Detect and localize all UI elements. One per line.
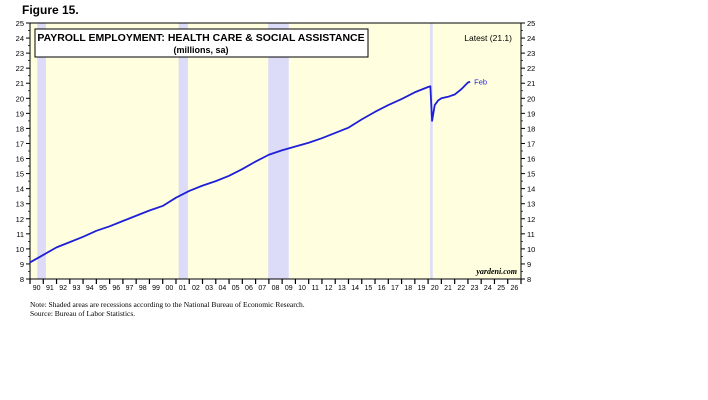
y-tick-label-right: 11 — [527, 230, 535, 239]
x-tick-label: 90 — [33, 285, 41, 292]
recession-band — [430, 23, 433, 279]
x-tick-label: 16 — [378, 285, 386, 292]
y-tick-label-right: 22 — [527, 64, 535, 73]
note-text: Note: Shaded areas are recessions accord… — [30, 300, 305, 309]
y-tick-label-right: 16 — [527, 155, 535, 164]
y-tick-label-right: 17 — [527, 139, 535, 148]
y-tick-label-right: 23 — [527, 49, 535, 58]
y-tick-label-right: 14 — [527, 185, 535, 194]
x-tick-label: 14 — [351, 285, 359, 292]
y-tick-label-left: 10 — [16, 245, 24, 254]
x-tick-label: 00 — [165, 285, 173, 292]
y-tick-label-right: 12 — [527, 215, 535, 224]
x-tick-label: 98 — [139, 285, 147, 292]
y-tick-label-left: 17 — [16, 139, 24, 148]
x-tick-label: 17 — [391, 285, 399, 292]
x-tick-label: 09 — [285, 285, 293, 292]
y-tick-label-left: 21 — [16, 79, 24, 88]
figure-label: Figure 15. — [22, 3, 79, 17]
x-tick-label: 25 — [497, 285, 505, 292]
series-layer: Feb — [29, 78, 487, 264]
recession-band — [178, 23, 188, 279]
x-tick-label: 19 — [418, 285, 426, 292]
y-tick-label-left: 16 — [16, 155, 24, 164]
x-tick-label: 24 — [484, 285, 492, 292]
x-tick-label: 12 — [325, 285, 333, 292]
x-tick-label: 07 — [258, 285, 266, 292]
x-tick-label: 94 — [86, 285, 94, 292]
y-tick-label-right: 24 — [527, 34, 535, 43]
y-tick-label-left: 14 — [16, 185, 24, 194]
series-line — [29, 80, 471, 264]
latest-label: Latest (21.1) — [464, 33, 512, 43]
x-tick-label: 04 — [219, 285, 227, 292]
y-tick-label-right: 25 — [527, 19, 535, 28]
x-tick-label: 23 — [471, 285, 479, 292]
y-tick-label-right: 20 — [527, 94, 535, 103]
x-tick-label: 93 — [73, 285, 81, 292]
y-tick-label-left: 23 — [16, 49, 24, 58]
chart-title: PAYROLL EMPLOYMENT: HEALTH CARE & SOCIAL… — [37, 32, 364, 44]
y-tick-label-right: 21 — [527, 79, 535, 88]
x-tick-label: 01 — [179, 285, 187, 292]
y-tick-label-left: 11 — [16, 230, 24, 239]
y-tick-label-left: 22 — [16, 64, 24, 73]
y-tick-label-right: 15 — [527, 170, 535, 179]
x-tick-label: 96 — [112, 285, 120, 292]
x-tick-label: 13 — [338, 285, 346, 292]
x-tick-label: 91 — [46, 285, 54, 292]
y-tick-label-left: 25 — [16, 19, 24, 28]
source-text: Source: Bureau of Labor Statistics. — [30, 309, 136, 318]
y-tick-label-right: 18 — [527, 124, 535, 133]
x-tick-label: 22 — [457, 285, 465, 292]
x-tick-label: 10 — [298, 285, 306, 292]
chart-subtitle: (millions, sa) — [173, 45, 228, 55]
y-tick-label-left: 15 — [16, 170, 24, 179]
recession-band — [37, 23, 46, 279]
x-tick-label: 21 — [444, 285, 452, 292]
y-tick-label-left: 20 — [16, 94, 24, 103]
y-tick-label-right: 8 — [527, 275, 531, 284]
series-end-label: Feb — [474, 78, 487, 87]
x-tick-label: 26 — [510, 285, 518, 292]
y-tick-label-left: 24 — [16, 34, 24, 43]
y-tick-label-right: 13 — [527, 200, 535, 209]
y-tick-label-left: 9 — [20, 260, 24, 269]
y-tick-label-right: 10 — [527, 245, 535, 254]
y-tick-label-left: 12 — [16, 215, 24, 224]
x-tick-label: 06 — [245, 285, 253, 292]
y-tick-label-right: 19 — [527, 109, 535, 118]
y-tick-label-left: 13 — [16, 200, 24, 209]
y-tick-label-right: 9 — [527, 260, 531, 269]
x-tick-label: 20 — [431, 285, 439, 292]
x-tick-label: 03 — [205, 285, 213, 292]
x-tick-label: 02 — [192, 285, 200, 292]
x-tick-label: 08 — [272, 285, 280, 292]
x-tick-label: 11 — [312, 285, 319, 292]
x-tick-label: 97 — [126, 285, 134, 292]
x-tick-label: 05 — [232, 285, 240, 292]
x-tick-label: 18 — [404, 285, 412, 292]
title-box — [34, 28, 369, 58]
x-tick-label: 15 — [364, 285, 372, 292]
x-tick-label: 99 — [152, 285, 160, 292]
x-tick-label: 92 — [59, 285, 67, 292]
y-tick-label-left: 18 — [16, 124, 24, 133]
plot-frame — [29, 22, 522, 280]
watermark: yardeni.com — [475, 267, 517, 276]
y-tick-label-left: 19 — [16, 109, 24, 118]
x-tick-label: 95 — [99, 285, 107, 292]
y-tick-label-left: 8 — [20, 275, 24, 284]
